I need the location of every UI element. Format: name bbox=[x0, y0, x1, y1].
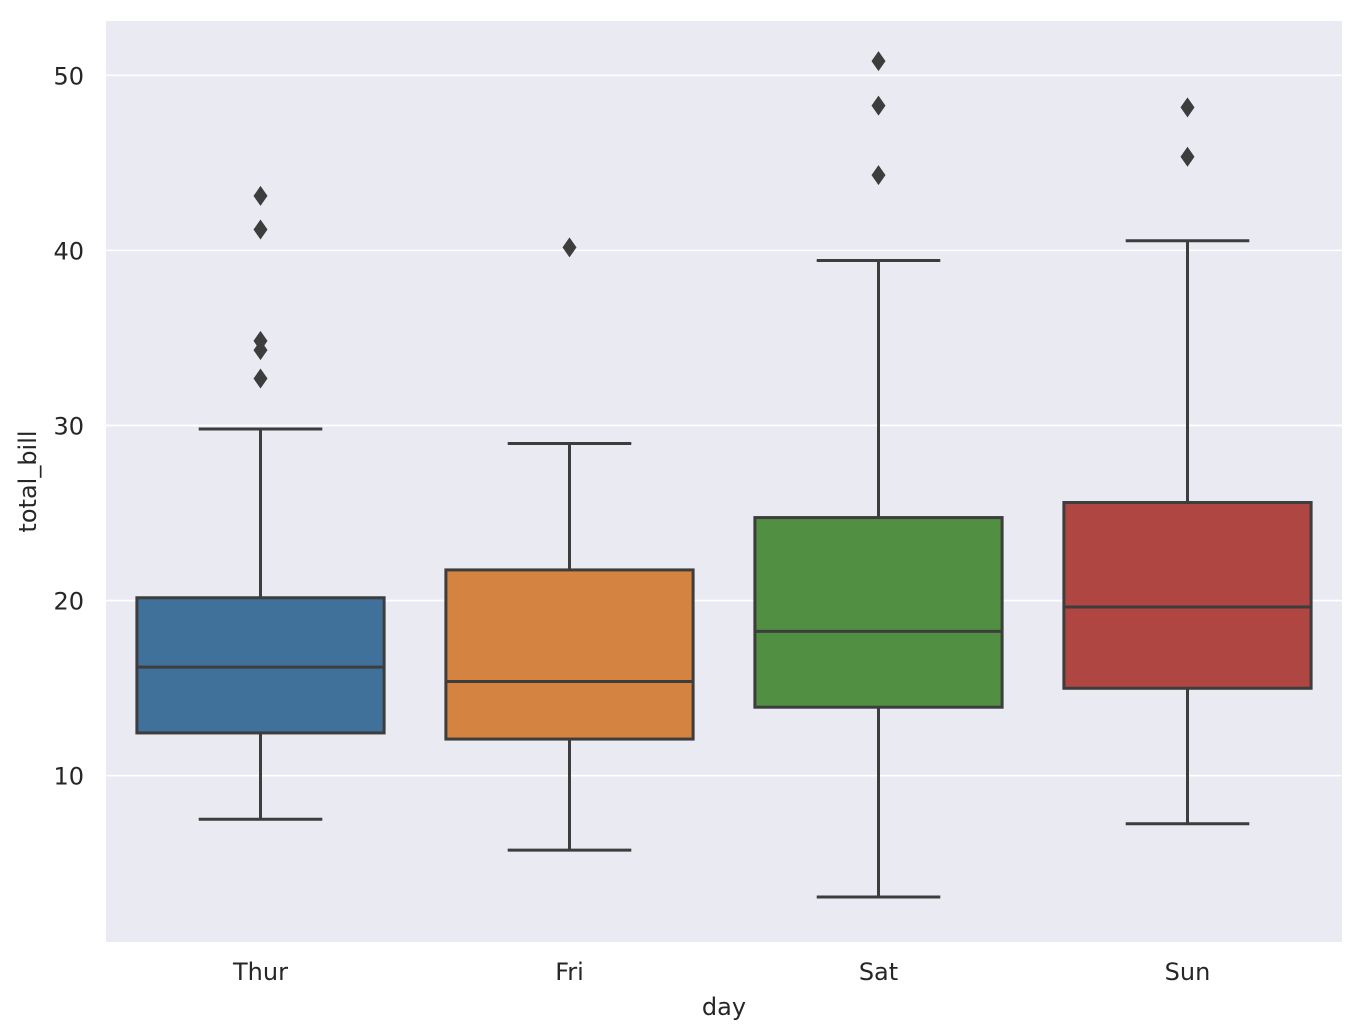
outlier-point bbox=[871, 95, 886, 116]
box-fri bbox=[444, 237, 695, 852]
box-sat bbox=[753, 51, 1004, 899]
y-tick-label: 40 bbox=[53, 237, 84, 265]
box-sun bbox=[1062, 97, 1313, 826]
iqr-box bbox=[1062, 501, 1313, 690]
iqr-box bbox=[135, 596, 386, 735]
x-tick-label: Fri bbox=[555, 958, 584, 986]
y-tick-label: 10 bbox=[53, 763, 84, 791]
outlier-point bbox=[871, 51, 886, 72]
x-axis-ticks: Thur Fri Sat Sun bbox=[232, 958, 1210, 986]
x-axis-label: day bbox=[702, 993, 746, 1021]
x-tick-label: Sat bbox=[859, 958, 898, 986]
outlier-point bbox=[253, 330, 268, 351]
y-tick-label: 30 bbox=[53, 412, 84, 440]
outlier-point bbox=[562, 237, 577, 258]
outlier-point bbox=[253, 219, 268, 240]
x-tick-label: Thur bbox=[232, 958, 288, 986]
outlier-point bbox=[253, 368, 268, 389]
x-tick-label: Sun bbox=[1165, 958, 1211, 986]
outlier-point bbox=[1180, 97, 1195, 118]
outlier-point bbox=[871, 165, 886, 186]
iqr-box bbox=[753, 516, 1004, 709]
iqr-box bbox=[444, 568, 695, 741]
outlier-point bbox=[253, 185, 268, 206]
y-tick-label: 50 bbox=[53, 62, 84, 90]
box-thur bbox=[135, 185, 386, 821]
outlier-point bbox=[1180, 146, 1195, 167]
y-axis-label: total_bill bbox=[14, 430, 42, 532]
plot-background bbox=[106, 21, 1342, 942]
box-series bbox=[135, 51, 1313, 899]
y-axis-ticks: 10 20 30 40 50 bbox=[53, 62, 84, 790]
y-tick-label: 20 bbox=[53, 588, 84, 616]
